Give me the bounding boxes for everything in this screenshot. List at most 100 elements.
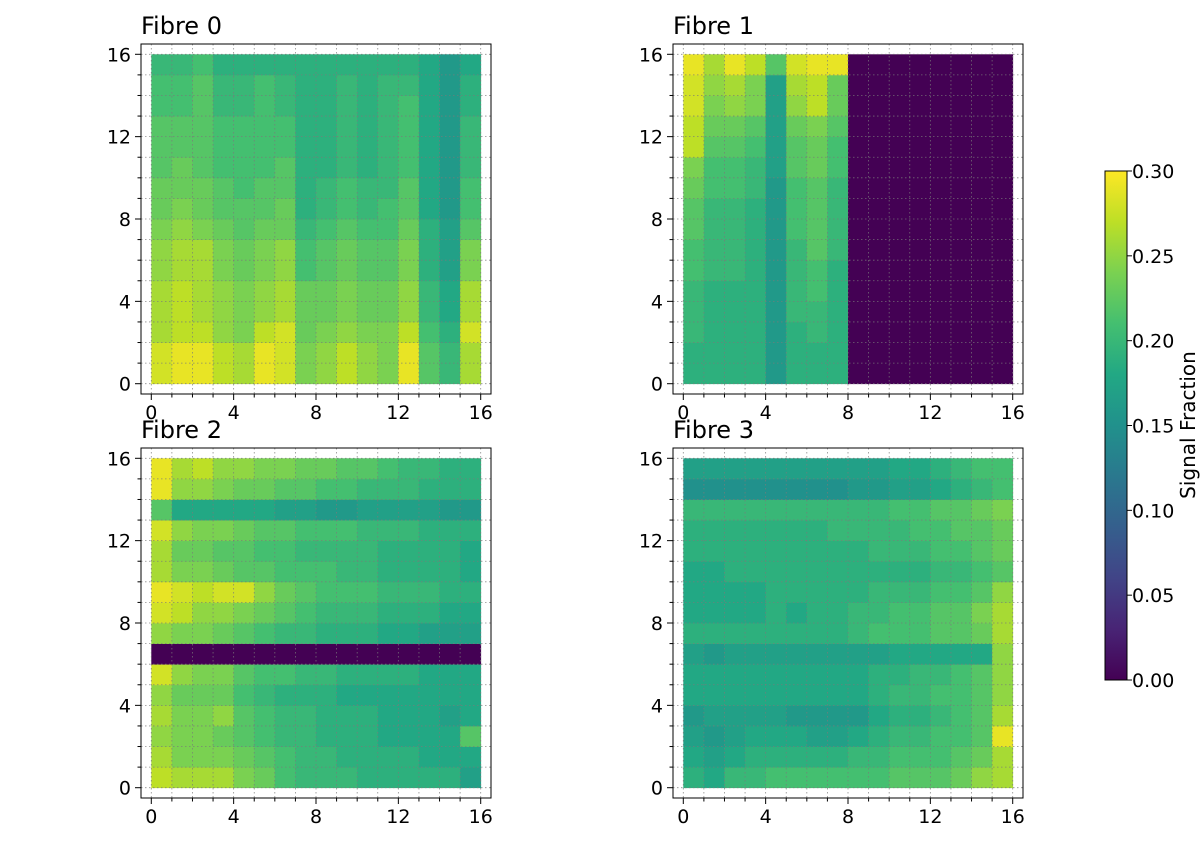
heatmap-cell	[171, 478, 193, 500]
heatmap-cell	[151, 458, 173, 480]
heatmap-cell	[418, 177, 440, 199]
heatmap-cell	[377, 74, 399, 96]
heatmap-cell	[703, 116, 725, 138]
heatmap-cell	[765, 219, 787, 240]
colorbar-gradient	[1105, 171, 1127, 680]
heatmap-cell	[192, 136, 214, 158]
heatmap-cell	[724, 581, 746, 603]
heatmap-cell	[213, 561, 235, 583]
heatmap-cell	[377, 219, 399, 240]
heatmap-cell	[336, 581, 358, 603]
heatmap-cell	[316, 74, 337, 96]
heatmap-cell	[398, 499, 420, 521]
heatmap-cell	[827, 725, 849, 747]
heatmap-cell	[848, 458, 869, 480]
heatmap-cell	[233, 280, 255, 302]
heatmap-cell	[992, 239, 1014, 261]
heatmap-cell	[460, 664, 482, 686]
heatmap-cell	[274, 746, 296, 768]
heatmap-cell	[295, 643, 317, 665]
heatmap-cell	[950, 725, 972, 747]
heatmap-cell	[171, 301, 193, 323]
heatmap-cell	[336, 301, 358, 323]
heatmap-cell	[909, 581, 931, 603]
heatmap-cell	[971, 136, 993, 158]
heatmap-cell	[909, 767, 931, 789]
heatmap-cell	[398, 705, 420, 727]
heatmap-cell	[398, 478, 420, 500]
heatmap-cell	[971, 705, 993, 727]
heatmap-cell	[703, 342, 725, 364]
heatmap-cell	[316, 219, 337, 240]
y-tick-label: 16	[639, 448, 663, 470]
heatmap-cell	[848, 136, 869, 158]
heatmap-cell	[992, 520, 1014, 542]
colorbar-tick-label: 0.10	[1132, 500, 1174, 522]
heatmap-cell	[724, 602, 746, 624]
heatmap-cell	[171, 177, 193, 199]
heatmap-cell	[950, 767, 972, 789]
heatmap-cell	[460, 561, 482, 583]
heatmap-cell	[765, 458, 787, 480]
y-tick-label: 12	[107, 127, 131, 149]
heatmap-cell	[930, 116, 952, 138]
heatmap-cell	[909, 623, 931, 644]
heatmap-cell	[213, 602, 235, 624]
heatmap-cell	[806, 746, 828, 768]
heatmap-cell	[992, 342, 1014, 364]
heatmap-cell	[765, 767, 787, 789]
heatmap-cell	[765, 499, 787, 521]
heatmap-cell	[889, 664, 911, 686]
heatmap-cell	[765, 602, 787, 624]
heatmap-cell	[151, 116, 173, 138]
heatmap-cell	[992, 643, 1014, 665]
heatmap-cell	[254, 280, 276, 302]
heatmap-cell	[336, 725, 358, 747]
heatmap-cell	[336, 239, 358, 261]
heatmap-cell	[460, 260, 482, 282]
heatmap-cell	[316, 280, 337, 302]
heatmap-cell	[274, 684, 296, 706]
heatmap-cell	[377, 136, 399, 158]
heatmap-cell	[460, 684, 482, 706]
heatmap-cell	[336, 664, 358, 686]
heatmap-cell	[950, 116, 972, 138]
heatmap-cell	[909, 301, 931, 323]
heatmap-cell	[460, 725, 482, 747]
colorbar-tick-label: 0.15	[1132, 416, 1174, 438]
heatmap-cell	[213, 623, 235, 644]
heatmap-cell	[233, 664, 255, 686]
y-tick-label: 8	[119, 209, 131, 231]
heatmap-cell	[724, 478, 746, 500]
heatmap-cell	[745, 363, 767, 385]
heatmap-cell	[233, 520, 255, 542]
heatmap-cell	[806, 136, 828, 158]
heatmap-cell	[971, 478, 993, 500]
heatmap-cell	[398, 116, 420, 138]
heatmap-cell	[950, 136, 972, 158]
heatmap-cell	[786, 478, 808, 500]
heatmap-cell	[213, 458, 235, 480]
heatmap-cell	[171, 219, 193, 240]
heatmap-cell	[724, 643, 746, 665]
heatmap-cell	[848, 95, 869, 117]
heatmap-cell	[254, 301, 276, 323]
heatmap-cell	[439, 260, 461, 282]
heatmap-cell	[889, 623, 911, 644]
heatmap-cell	[827, 301, 849, 323]
colorbar-tick-label: 0.00	[1132, 670, 1174, 692]
heatmap-cell	[992, 602, 1014, 624]
heatmap-cell	[950, 623, 972, 644]
heatmap-cell	[398, 74, 420, 96]
heatmap-cell	[827, 54, 849, 76]
heatmap-cell	[786, 219, 808, 240]
heatmap-cell	[683, 623, 705, 644]
heatmap-cell	[151, 239, 173, 261]
heatmap-cell	[745, 177, 767, 199]
heatmap-cell	[683, 198, 705, 220]
heatmap-cell	[418, 705, 440, 727]
heatmap-cell	[950, 219, 972, 240]
heatmap-cell	[683, 136, 705, 158]
heatmap-cell	[254, 219, 276, 240]
heatmap-cell	[950, 95, 972, 117]
